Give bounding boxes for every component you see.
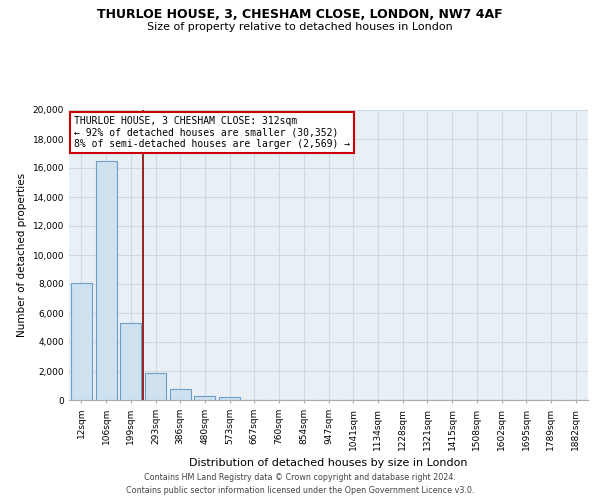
Bar [120, 323, 141, 400]
Text: THURLOE HOUSE, 3, CHESHAM CLOSE, LONDON, NW7 4AF: THURLOE HOUSE, 3, CHESHAM CLOSE, LONDON,… [97, 8, 503, 20]
Bar [95, 161, 116, 400]
Bar [194, 396, 215, 400]
Y-axis label: Number of detached properties: Number of detached properties [17, 173, 27, 337]
Bar [71, 282, 92, 400]
Bar [145, 373, 166, 400]
Text: THURLOE HOUSE, 3 CHESHAM CLOSE: 312sqm
← 92% of detached houses are smaller (30,: THURLOE HOUSE, 3 CHESHAM CLOSE: 312sqm ←… [74, 116, 350, 149]
Bar [170, 389, 191, 400]
Text: Contains HM Land Registry data © Crown copyright and database right 2024.
Contai: Contains HM Land Registry data © Crown c… [126, 473, 474, 495]
X-axis label: Distribution of detached houses by size in London: Distribution of detached houses by size … [189, 458, 468, 468]
Bar [219, 397, 240, 400]
Text: Size of property relative to detached houses in London: Size of property relative to detached ho… [147, 22, 453, 32]
